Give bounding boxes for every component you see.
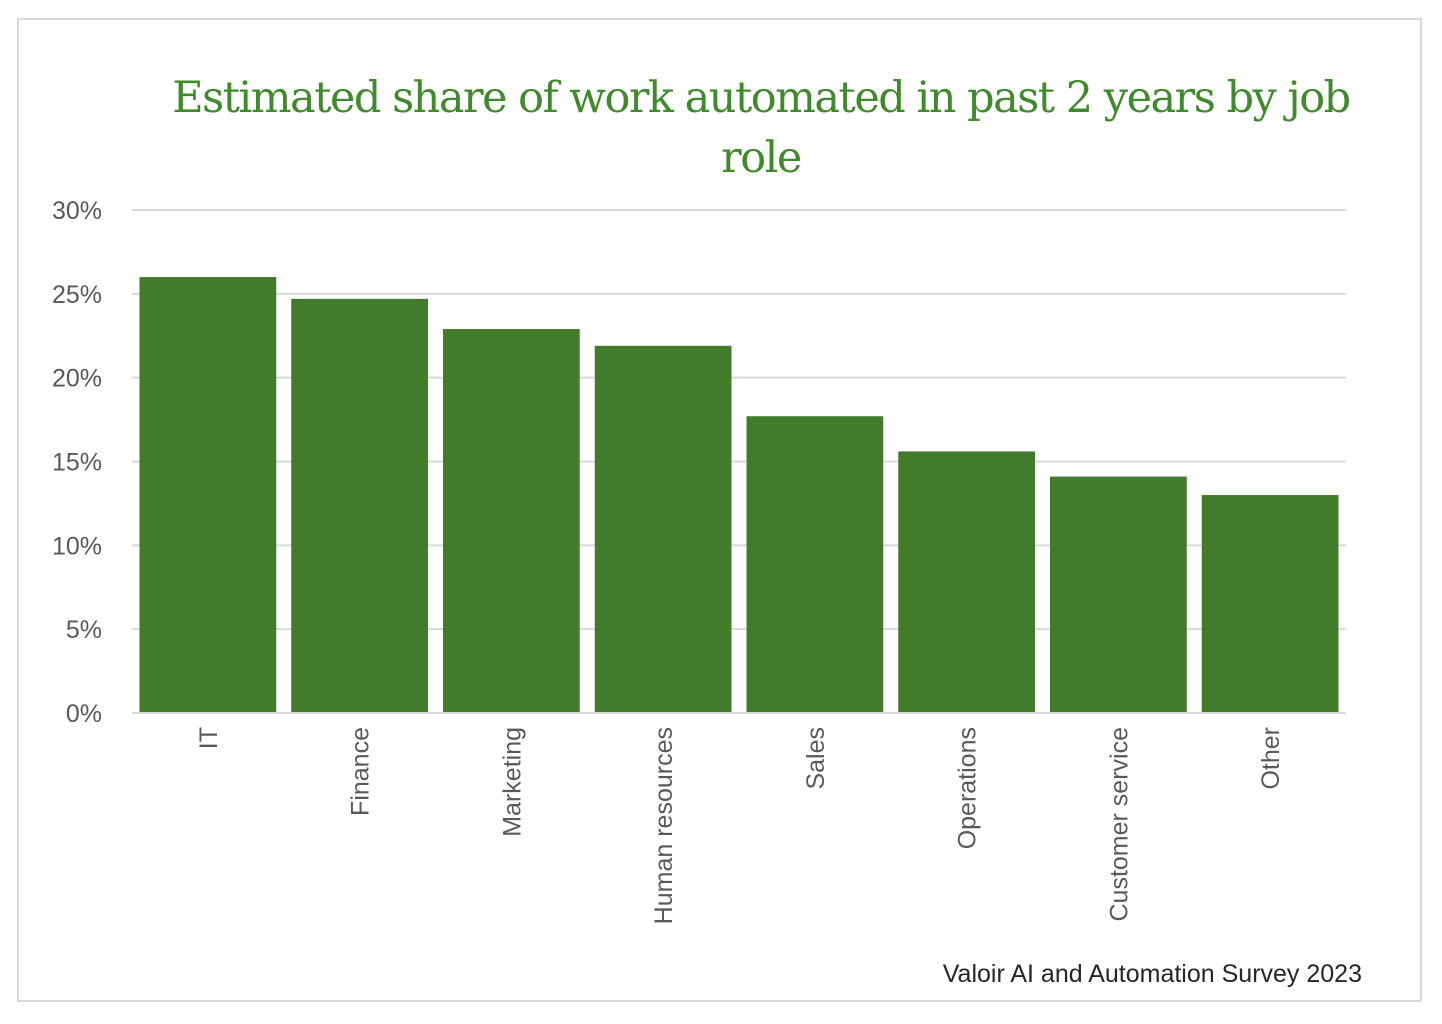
x-tick-label-finance: Finance [347, 727, 375, 816]
y-tick-label-15: 15% [52, 449, 102, 477]
y-tick-label-20: 20% [52, 365, 102, 393]
x-tick-label-it: IT [195, 727, 223, 749]
y-tick-label-0: 0% [66, 700, 102, 728]
x-tick-label-sales: Sales [802, 727, 830, 790]
bar-customer-service [1050, 476, 1187, 713]
bar-human-resources [594, 345, 732, 713]
x-tick-label-operations: Operations [954, 727, 982, 849]
x-tick-label-customer-service: Customer service [1105, 727, 1133, 922]
chart-title: Estimated share of work automated in pas… [172, 73, 1351, 183]
bar-it [139, 277, 277, 713]
chart-source: Valoir AI and Automation Survey 2023 [942, 960, 1362, 988]
y-tick-label-5: 5% [66, 616, 102, 644]
y-tick-label-25: 25% [52, 281, 102, 309]
x-tick-label-other: Other [1257, 727, 1285, 790]
y-tick-label-10: 10% [52, 532, 102, 560]
x-tick-label-human-resources: Human resources [650, 727, 678, 924]
bar-operations [898, 451, 1035, 713]
bar-sales [746, 416, 884, 713]
bar-finance [291, 298, 428, 713]
x-tick-label-marketing: Marketing [498, 727, 526, 837]
bar-other [1201, 495, 1339, 713]
y-tick-label-30: 30% [52, 197, 102, 225]
bar-marketing [443, 329, 580, 713]
